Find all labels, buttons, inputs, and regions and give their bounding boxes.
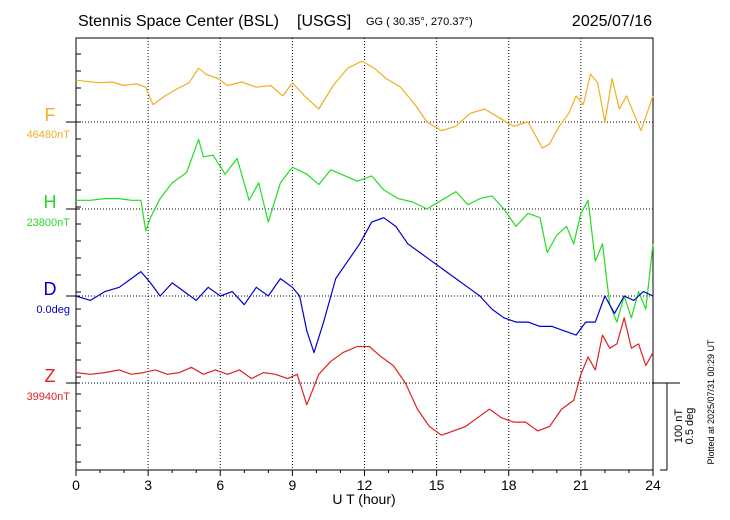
x-tick-label-9: 9: [288, 477, 296, 493]
series-line-z: [75, 317, 654, 436]
x-tick-label-15: 15: [429, 477, 445, 493]
series-name-d: D: [44, 279, 57, 299]
plotted-at-note: Plotted at 2025/07/31 00:29 UT: [706, 339, 716, 465]
series-baseline-label-z: 39940nT: [27, 391, 71, 403]
x-tick-label-12: 12: [357, 477, 373, 493]
x-tick-label-21: 21: [573, 477, 589, 493]
x-tick-label-24: 24: [645, 477, 661, 493]
series-name-h: H: [44, 192, 57, 212]
x-tick-label-0: 0: [72, 477, 80, 493]
x-axis-label: U T (hour): [332, 491, 395, 507]
scale-bar-deg-label: 0.5 deg: [684, 408, 696, 445]
series-line-d: [75, 217, 654, 354]
series-baseline-label-f: 46480nT: [27, 129, 71, 141]
scale-bar-nt-label: 100 nT: [673, 409, 685, 444]
series-line-f: [75, 60, 654, 149]
x-axis: 0 3 6 9 12 15 18 21 24: [72, 470, 661, 493]
series-baseline-label-d: 0.0deg: [36, 304, 70, 316]
x-tick-label-3: 3: [144, 477, 152, 493]
chart-title-network: [USGS]: [297, 13, 351, 30]
series-line-h: [76, 138, 654, 323]
series-name-f: F: [45, 105, 56, 125]
date-label: 2025/07/16: [572, 13, 652, 30]
coordinates-label: GG ( 30.35°, 270.37°): [366, 16, 473, 28]
series-name-z: Z: [45, 366, 56, 386]
series-layer: [75, 60, 654, 436]
x-tick-label-18: 18: [501, 477, 517, 493]
baseline-layer: [66, 121, 653, 384]
chart-title-station: Stennis Space Center (BSL): [78, 13, 279, 30]
series-baseline-label-h: 23800nT: [27, 217, 71, 229]
x-tick-label-6: 6: [216, 477, 224, 493]
scale-bar: 100 nT 0.5 deg: [653, 382, 696, 471]
series-label-layer: F 46480nT H 23800nT D 0.0deg Z 39940nT: [27, 105, 71, 403]
